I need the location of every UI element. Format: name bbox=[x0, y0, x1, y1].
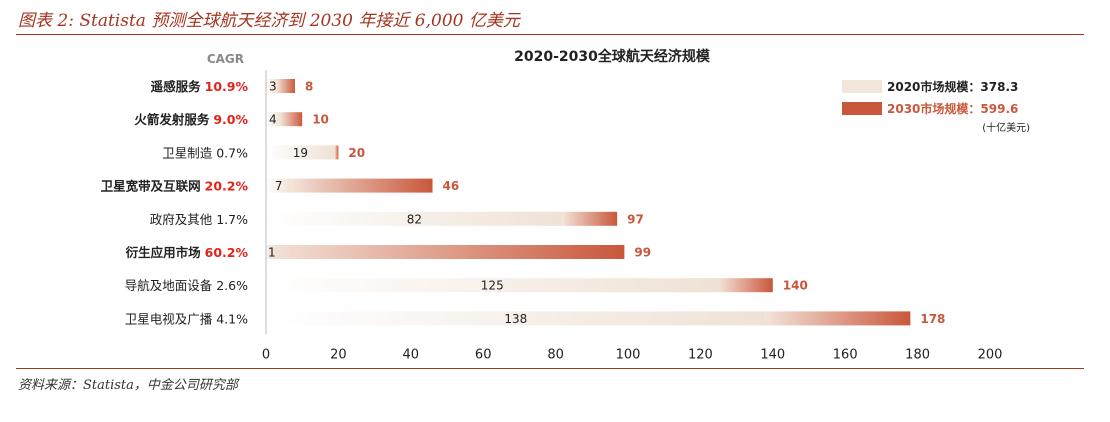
legend-swatch-2020 bbox=[842, 80, 882, 93]
x-tick-label: 60 bbox=[475, 347, 492, 362]
x-axis: 0 20 40 60 80 100 120 140 160 180 200 bbox=[262, 70, 1003, 362]
category-name: 导航及地面设备 bbox=[125, 278, 213, 293]
bar-2030 bbox=[562, 211, 618, 226]
cagr-value: 10.9% bbox=[205, 79, 249, 94]
x-tick-label: 100 bbox=[616, 347, 641, 362]
value-label-2020: 125 bbox=[481, 279, 504, 293]
bar-2020 bbox=[266, 278, 719, 293]
x-tick-label: 140 bbox=[760, 347, 785, 362]
bar-2020 bbox=[266, 145, 335, 160]
value-label-2030: 99 bbox=[634, 246, 651, 260]
value-label-2020: 138 bbox=[504, 312, 527, 326]
legend-label-2030: 2030市场规模：599.6 bbox=[887, 101, 1018, 116]
bar-2020 bbox=[266, 79, 277, 93]
category-label: 火箭发射服务 9.0% bbox=[134, 112, 248, 127]
value-label-2020: 82 bbox=[407, 212, 422, 226]
legend-swatch-2030 bbox=[842, 102, 882, 115]
bar-2030 bbox=[276, 79, 295, 93]
category-name: 火箭发射服务 bbox=[134, 112, 210, 127]
cagr-value: 4.1% bbox=[216, 311, 248, 326]
bar-2020 bbox=[266, 245, 270, 259]
cagr-value: 2.6% bbox=[216, 278, 248, 293]
cagr-value: 1.7% bbox=[216, 212, 248, 227]
unit-note: (十亿美元) bbox=[982, 121, 1030, 134]
bar-2030 bbox=[280, 112, 303, 127]
bar-2020 bbox=[266, 311, 766, 326]
bar-2020 bbox=[266, 211, 563, 226]
value-label-2020: 19 bbox=[293, 146, 308, 160]
value-label-2020: 3 bbox=[269, 80, 277, 94]
value-label-2030: 97 bbox=[627, 212, 644, 226]
value-label-2030: 8 bbox=[305, 80, 313, 94]
bar-2030 bbox=[765, 311, 911, 326]
category-name: 卫星宽带及互联网 bbox=[101, 179, 201, 194]
legend: 2020市场规模：378.3 2030市场规模：599.6 (十亿美元) bbox=[842, 79, 1030, 134]
bar-2020 bbox=[266, 178, 292, 193]
source-note: 资料来源：Statista，中金公司研究部 bbox=[18, 378, 238, 393]
bar-2030 bbox=[269, 245, 625, 259]
category-name: 政府及其他 bbox=[150, 212, 213, 227]
bar-2030 bbox=[718, 278, 773, 293]
bar-2020 bbox=[266, 112, 281, 127]
x-tick-label: 180 bbox=[905, 347, 930, 362]
value-label-2030: 20 bbox=[348, 146, 365, 160]
category-label: 导航及地面设备 2.6% bbox=[125, 278, 248, 293]
figure-title: 图表 2: Statista 预测全球航天经济到 2030 年接近 6,000 … bbox=[18, 11, 520, 31]
x-tick-label: 20 bbox=[330, 347, 347, 362]
x-tick-label: 40 bbox=[403, 347, 420, 362]
source-rule bbox=[16, 368, 1084, 369]
category-label: 衍生应用市场 60.2% bbox=[125, 245, 249, 260]
value-label-2030: 178 bbox=[920, 312, 945, 326]
category-name: 衍生应用市场 bbox=[125, 245, 201, 260]
cagr-value: 60.2% bbox=[205, 245, 249, 260]
chart-title: 2020-2030全球航天经济规模 bbox=[514, 48, 711, 65]
value-label-2030: 10 bbox=[312, 113, 329, 127]
category-label: 卫星制造 0.7% bbox=[162, 145, 248, 160]
cagr-value: 9.0% bbox=[213, 112, 248, 127]
category-labels: 遥感服务 10.9% 火箭发射服务 9.0% 卫星制造 0.7% 卫星宽带及互联网 20.2%… bbox=[101, 79, 249, 326]
category-name: 遥感服务 bbox=[151, 79, 202, 94]
value-label-2030: 140 bbox=[783, 279, 808, 293]
value-label-2020: 1 bbox=[268, 246, 276, 260]
x-tick-label: 160 bbox=[833, 347, 858, 362]
category-name: 卫星电视及广播 bbox=[125, 311, 213, 326]
x-tick-label: 120 bbox=[688, 347, 713, 362]
bars-group: 3 8 4 10 19 20 7 46 82 97 1 99 125 140 138 178 bbox=[266, 79, 945, 326]
bar-2030 bbox=[334, 145, 339, 160]
value-label-2020: 7 bbox=[275, 179, 283, 193]
x-tick-label: 0 bbox=[262, 347, 270, 362]
x-tick-label: 80 bbox=[547, 347, 564, 362]
title-rule bbox=[16, 34, 1084, 35]
bar-2030 bbox=[291, 178, 433, 193]
legend-label-2020: 2020市场规模：378.3 bbox=[887, 79, 1018, 94]
category-label: 政府及其他 1.7% bbox=[150, 212, 248, 227]
value-label-2030: 46 bbox=[443, 179, 460, 193]
cagr-value: 20.2% bbox=[205, 179, 249, 194]
category-name: 卫星制造 bbox=[162, 145, 213, 160]
value-label-2020: 4 bbox=[269, 113, 277, 127]
x-tick-label: 200 bbox=[978, 347, 1003, 362]
cagr-header: CAGR bbox=[207, 52, 244, 66]
cagr-value: 0.7% bbox=[216, 145, 248, 160]
category-label: 卫星电视及广播 4.1% bbox=[125, 311, 248, 326]
category-label: 遥感服务 10.9% bbox=[151, 79, 249, 94]
category-label: 卫星宽带及互联网 20.2% bbox=[101, 179, 249, 194]
